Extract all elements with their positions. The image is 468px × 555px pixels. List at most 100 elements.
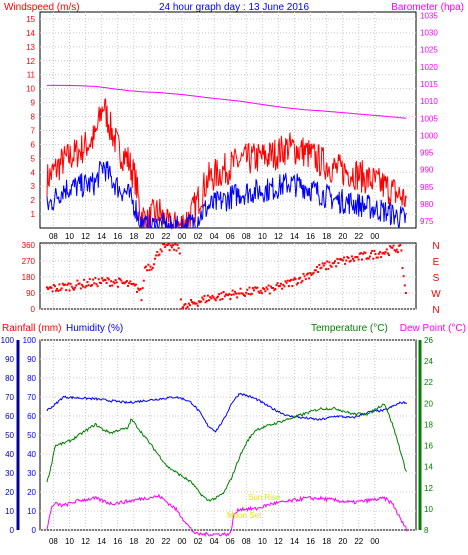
direction-point xyxy=(329,264,332,267)
direction-point xyxy=(284,280,287,283)
direction-point xyxy=(53,285,56,288)
direction-point xyxy=(400,249,403,252)
direction-point xyxy=(96,285,99,288)
direction-point xyxy=(73,288,75,291)
direction-point xyxy=(247,292,250,295)
direction-point xyxy=(82,285,84,288)
x-tick-label-wind: 10 xyxy=(65,232,74,241)
direction-point xyxy=(368,255,371,258)
direction-point xyxy=(130,283,133,285)
direction-point xyxy=(140,299,143,302)
direction-point xyxy=(191,301,194,303)
direction-point xyxy=(281,287,284,290)
direction-point xyxy=(176,244,179,247)
y-tick-label-barometer: 975 xyxy=(420,217,434,226)
y-tick-label-temperature: 12 xyxy=(424,484,433,493)
direction-point xyxy=(303,275,306,278)
direction-point xyxy=(220,292,223,295)
direction-point xyxy=(334,260,336,263)
y-tick-label-rainfall: 10 xyxy=(5,507,14,516)
humidity-line xyxy=(46,392,408,433)
direction-point xyxy=(182,306,185,309)
temperature-title: Temperature (°C) xyxy=(311,323,388,334)
direction-point xyxy=(155,254,158,257)
direction-point xyxy=(340,258,343,261)
direction-point xyxy=(173,248,176,251)
x-tick-label-wind: 12 xyxy=(274,232,283,241)
direction-point xyxy=(353,259,356,262)
direction-point xyxy=(87,284,90,287)
direction-point xyxy=(146,269,149,272)
direction-point xyxy=(335,265,338,268)
direction-point xyxy=(332,262,335,265)
direction-point xyxy=(197,300,200,303)
direction-point xyxy=(91,284,93,287)
direction-point xyxy=(280,282,282,285)
dewpoint-title: Dew Point (°C) xyxy=(400,323,466,334)
direction-point xyxy=(233,290,236,293)
grid-lines xyxy=(16,12,422,531)
direction-point xyxy=(375,256,378,259)
y-tick-label-barometer: 1000 xyxy=(420,131,438,140)
direction-point xyxy=(57,289,60,292)
direction-point xyxy=(290,278,293,281)
direction-point xyxy=(103,278,106,281)
direction-point xyxy=(210,297,213,300)
y-tick-label-temperature: 18 xyxy=(424,420,433,429)
y-tick-label-barometer: 1010 xyxy=(420,97,438,106)
x-tick-label-temp: 18 xyxy=(322,537,331,546)
direction-point xyxy=(179,298,182,301)
x-tick-label-wind: 16 xyxy=(306,232,315,241)
direction-point xyxy=(242,294,245,297)
direction-point xyxy=(211,294,214,297)
direction-point xyxy=(88,278,91,281)
direction-point xyxy=(222,291,225,293)
x-tick-label-temp: 00 xyxy=(370,537,379,546)
direction-point xyxy=(350,255,353,258)
direction-point xyxy=(49,286,52,289)
direction-point xyxy=(141,287,144,290)
y-tick-label-wind: 5 xyxy=(31,154,36,163)
direction-point xyxy=(403,284,406,287)
x-tick-label-temp: 00 xyxy=(178,537,187,546)
direction-point xyxy=(229,298,232,300)
direction-point xyxy=(75,284,78,287)
direction-point xyxy=(116,285,119,288)
direction-point xyxy=(121,282,124,285)
direction-point xyxy=(61,282,64,285)
direction-point xyxy=(320,266,323,269)
x-tick-label-temp: 10 xyxy=(65,537,74,546)
direction-point xyxy=(328,261,331,264)
x-tick-label-temp: 18 xyxy=(129,537,138,546)
x-tick-label-temp: 14 xyxy=(290,537,299,546)
direction-point xyxy=(264,290,267,293)
direction-point xyxy=(308,277,311,280)
direction-point xyxy=(376,256,379,259)
direction-point xyxy=(236,296,239,299)
y-tick-label-humidity: 100 xyxy=(23,336,37,345)
direction-point xyxy=(224,293,227,296)
y-tick-label-rainfall: 0 xyxy=(10,526,15,535)
direction-point xyxy=(123,282,126,285)
direction-point xyxy=(168,249,171,252)
direction-point xyxy=(263,288,266,290)
direction-point xyxy=(294,278,297,281)
direction-point xyxy=(237,292,240,295)
direction-point xyxy=(326,260,329,263)
direction-point xyxy=(172,244,174,247)
x-tick-label-wind: 08 xyxy=(242,232,251,241)
direction-point xyxy=(246,288,249,291)
direction-point xyxy=(111,284,114,287)
direction-point xyxy=(119,278,122,281)
direction-point xyxy=(397,251,399,254)
barometer-line xyxy=(47,84,407,119)
x-tick-label-temp: 04 xyxy=(210,537,219,546)
direction-point xyxy=(366,257,369,260)
direction-point xyxy=(338,258,341,261)
direction-point xyxy=(343,256,345,259)
direction-point xyxy=(159,248,162,251)
direction-point xyxy=(177,247,180,250)
direction-point xyxy=(208,299,210,302)
direction-point xyxy=(102,279,105,282)
